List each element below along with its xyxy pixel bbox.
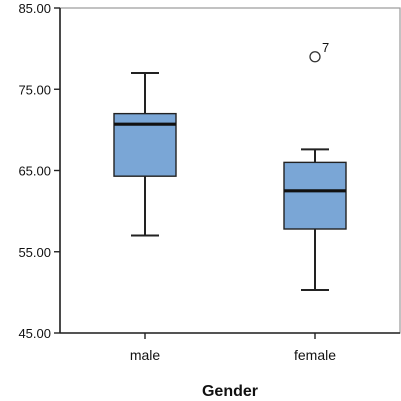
x-tick-label-female: female [294,347,336,363]
y-tick-label: 45.00 [18,326,51,341]
y-tick-label: 85.00 [18,1,51,16]
outlier-point [309,51,321,63]
x-axis-title: Gender [202,383,258,400]
x-tick-label-male: male [130,347,161,363]
y-tick-label: 55.00 [18,245,51,260]
y-tick-label: 75.00 [18,82,51,97]
plot-frame [59,7,401,334]
outlier-label: 7 [322,40,329,55]
box-iqr [283,161,347,230]
box-series: 7 [113,40,347,291]
box-female: 7 [283,40,347,291]
x-axis-ticks: male female [130,333,336,363]
y-tick-label: 65.00 [18,164,51,179]
box-male [113,72,177,237]
y-axis-ticks: 45.00 55.00 65.00 75.00 85.00 [18,1,60,341]
